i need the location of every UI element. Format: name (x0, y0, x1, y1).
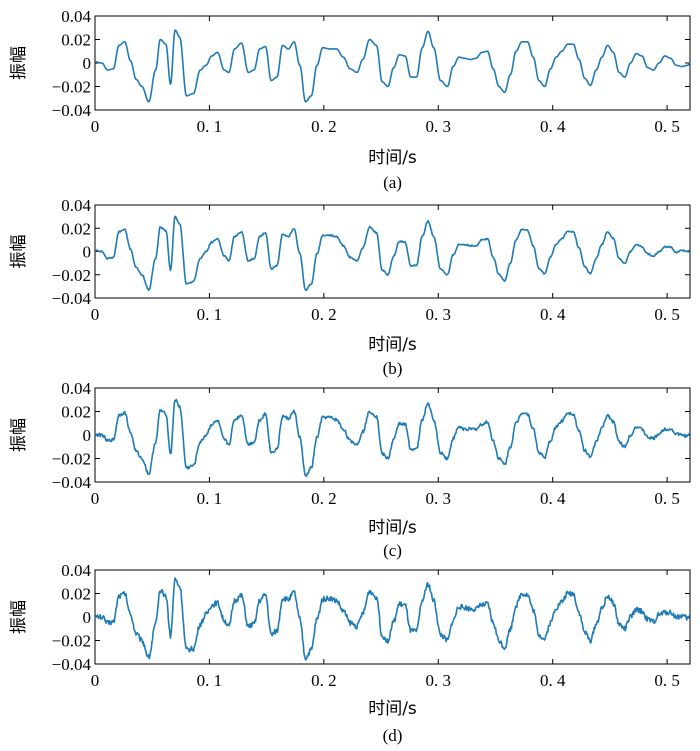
x-axis-label: 时间/s (368, 518, 417, 538)
y-tick-label: 0 (83, 608, 92, 627)
x-tick-label: 0. 5 (654, 489, 680, 508)
x-tick-label: 0. 4 (540, 489, 566, 508)
y-tick-label: −0.02 (52, 632, 91, 651)
series-line-signal-a (94, 29, 691, 103)
x-tick-label: 0. 2 (311, 117, 337, 136)
series-line-signal-d (94, 577, 691, 661)
x-tick-label: 0. 1 (197, 489, 223, 508)
x-tick-label: 0 (91, 117, 100, 136)
x-tick-label: 0 (91, 305, 100, 324)
y-tick-label: 0.04 (61, 379, 91, 398)
x-tick-label: 0. 5 (654, 671, 680, 690)
panel-label: (a) (383, 173, 402, 192)
x-tick-label: 0. 4 (540, 117, 566, 136)
x-tick-label: 0. 1 (197, 305, 223, 324)
y-axis-label: 振幅 (9, 235, 29, 269)
plot-frame (94, 569, 691, 665)
y-tick-label: 0.02 (61, 31, 91, 50)
x-tick-label: 0 (91, 489, 100, 508)
y-tick-label: 0 (83, 54, 92, 73)
y-axis-label: 振幅 (9, 46, 29, 80)
y-tick-label: −0.04 (52, 289, 92, 308)
x-tick-label: 0. 2 (311, 489, 337, 508)
panel-label: (c) (383, 541, 402, 560)
x-axis-label: 时间/s (368, 148, 417, 168)
x-tick-label: 0. 3 (426, 671, 452, 690)
y-tick-label: 0.02 (61, 219, 91, 238)
x-tick-label: 0 (91, 671, 100, 690)
x-tick-label: 0. 1 (197, 671, 223, 690)
y-tick-label: 0.02 (61, 403, 91, 422)
plot-frame (94, 204, 691, 299)
y-tick-label: −0.04 (52, 473, 92, 492)
y-tick-label: 0.04 (61, 7, 91, 26)
x-tick-label: 0. 4 (540, 671, 566, 690)
y-tick-label: 0 (83, 243, 92, 262)
y-tick-label: −0.02 (52, 450, 91, 469)
x-tick-label: 0. 3 (426, 117, 452, 136)
x-tick-label: 0. 5 (654, 117, 680, 136)
x-tick-label: 0. 1 (197, 117, 223, 136)
x-tick-label: 0. 2 (311, 305, 337, 324)
y-tick-label: 0.02 (61, 585, 91, 604)
plot-frame (94, 387, 691, 483)
x-axis-label: 时间/s (368, 699, 417, 719)
y-tick-label: −0.04 (52, 101, 92, 120)
x-tick-label: 0. 3 (426, 305, 452, 324)
y-tick-label: 0 (83, 426, 92, 445)
y-tick-label: 0.04 (61, 561, 91, 580)
x-tick-label: 0. 3 (426, 489, 452, 508)
y-axis-label: 振幅 (9, 600, 29, 634)
x-tick-label: 0. 4 (540, 305, 566, 324)
y-tick-label: −0.04 (52, 655, 92, 674)
chart-panel-b: 0 0. 1 0. 2 0. 3 0. 4 0. 5 0.04 0.02 0 −0.02 −0.04… (9, 196, 691, 378)
chart-panel-d: 0 0. 1 0. 2 0. 3 0. 4 0. 5 0.04 0.02 0 −0.02 −0.04… (9, 561, 691, 745)
plot-frame (94, 15, 691, 111)
panel-label: (b) (383, 359, 403, 378)
x-axis-label: 时间/s (368, 335, 417, 355)
y-axis-label: 振幅 (9, 418, 29, 452)
x-tick-label: 0. 5 (654, 305, 680, 324)
y-tick-label: −0.02 (52, 266, 91, 285)
chart-panel-a: 0 0. 1 0. 2 0. 3 0. 4 0. 5 0.04 0.02 0 −0.02 −0.04… (9, 7, 691, 192)
chart-panel-c: 0 0. 1 0. 2 0. 3 0. 4 0. 5 0.04 0.02 0 −0.02 −0.04… (9, 379, 691, 560)
series-line-signal-b (94, 215, 691, 292)
y-tick-label: 0.04 (61, 196, 91, 215)
y-tick-label: −0.02 (52, 78, 91, 97)
panel-label: (d) (383, 726, 403, 745)
x-tick-label: 0. 2 (311, 671, 337, 690)
series-line-signal-c (94, 398, 691, 478)
